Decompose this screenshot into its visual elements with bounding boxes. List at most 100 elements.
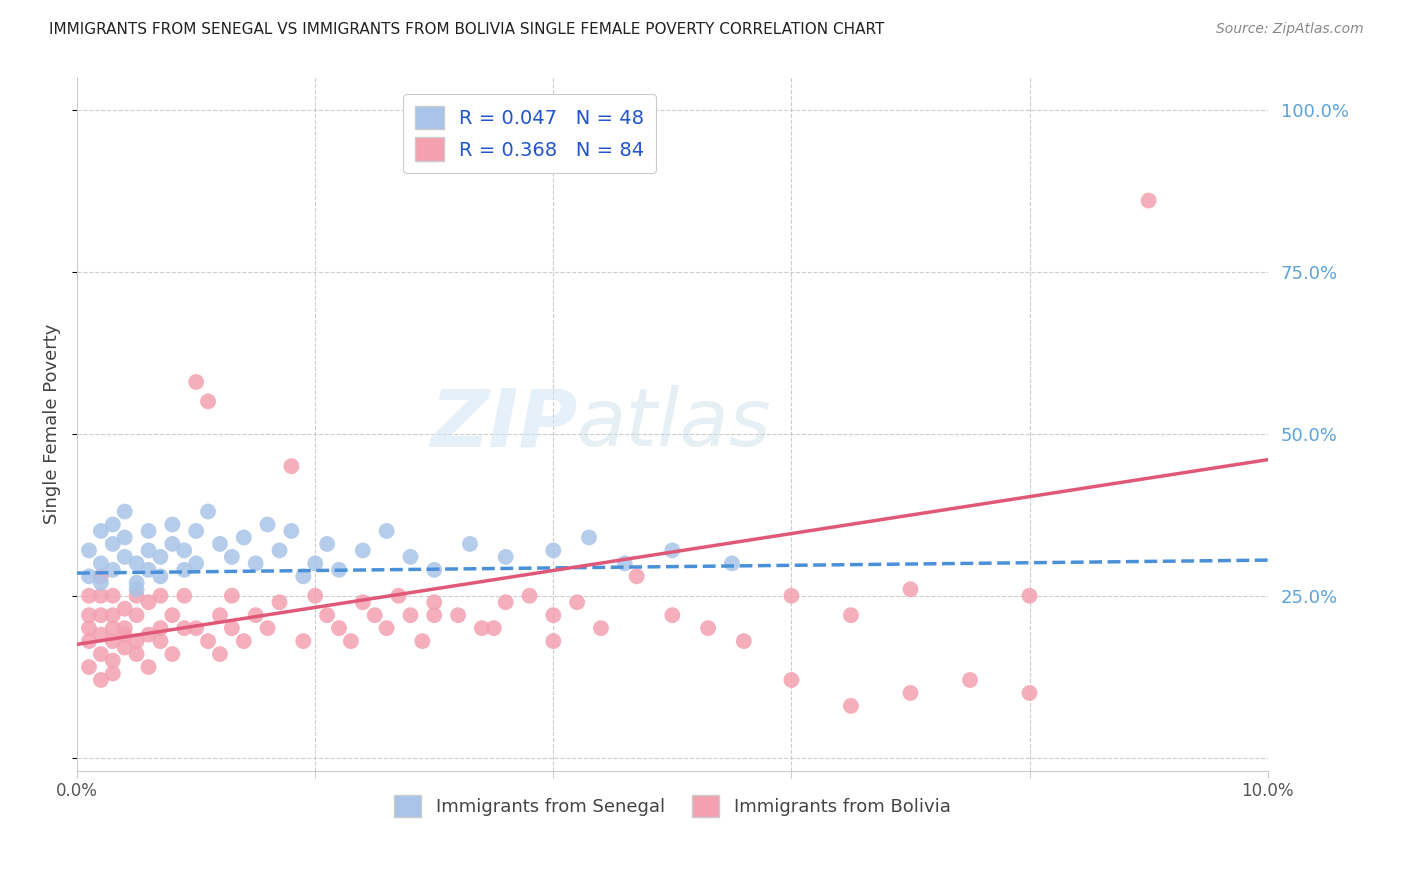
- Point: [101, 563, 124, 577]
- Text: Source: ZipAtlas.com: Source: ZipAtlas.com: [1216, 22, 1364, 37]
- Point: [114, 601, 136, 615]
- Point: [125, 582, 148, 597]
- Point: [721, 557, 744, 571]
- Point: [114, 531, 136, 545]
- Point: [77, 589, 100, 603]
- Point: [173, 621, 195, 635]
- Point: [138, 563, 160, 577]
- Point: [149, 589, 172, 603]
- Point: [565, 595, 588, 609]
- Point: [208, 608, 231, 623]
- Point: [125, 589, 148, 603]
- Point: [839, 608, 862, 623]
- Point: [578, 531, 600, 545]
- Point: [114, 549, 136, 564]
- Point: [364, 608, 387, 623]
- Point: [162, 647, 184, 661]
- Point: [208, 647, 231, 661]
- Text: IMMIGRANTS FROM SENEGAL VS IMMIGRANTS FROM BOLIVIA SINGLE FEMALE POVERTY CORRELA: IMMIGRANTS FROM SENEGAL VS IMMIGRANTS FR…: [49, 22, 884, 37]
- Point: [304, 589, 326, 603]
- Point: [292, 634, 315, 648]
- Point: [387, 589, 409, 603]
- Point: [340, 634, 363, 648]
- Point: [328, 621, 350, 635]
- Point: [77, 543, 100, 558]
- Point: [77, 660, 100, 674]
- Point: [90, 524, 112, 538]
- Point: [101, 666, 124, 681]
- Point: [269, 543, 291, 558]
- Point: [197, 394, 219, 409]
- Point: [114, 504, 136, 518]
- Point: [186, 375, 208, 389]
- Point: [328, 563, 350, 577]
- Point: [90, 557, 112, 571]
- Point: [458, 537, 481, 551]
- Point: [90, 647, 112, 661]
- Point: [90, 627, 112, 641]
- Point: [208, 537, 231, 551]
- Point: [733, 634, 755, 648]
- Point: [316, 608, 339, 623]
- Point: [495, 549, 517, 564]
- Point: [780, 589, 803, 603]
- Point: [125, 608, 148, 623]
- Point: [101, 608, 124, 623]
- Point: [149, 549, 172, 564]
- Point: [186, 621, 208, 635]
- Point: [471, 621, 494, 635]
- Point: [114, 621, 136, 635]
- Point: [661, 608, 683, 623]
- Point: [101, 634, 124, 648]
- Point: [114, 627, 136, 641]
- Point: [626, 569, 648, 583]
- Point: [256, 621, 278, 635]
- Point: [589, 621, 612, 635]
- Point: [280, 459, 302, 474]
- Point: [543, 634, 565, 648]
- Point: [839, 698, 862, 713]
- Point: [304, 557, 326, 571]
- Point: [423, 608, 446, 623]
- Legend: Immigrants from Senegal, Immigrants from Bolivia: Immigrants from Senegal, Immigrants from…: [387, 788, 957, 824]
- Point: [519, 589, 541, 603]
- Point: [316, 537, 339, 551]
- Point: [352, 595, 374, 609]
- Point: [125, 557, 148, 571]
- Point: [280, 524, 302, 538]
- Point: [186, 557, 208, 571]
- Point: [149, 569, 172, 583]
- Point: [447, 608, 470, 623]
- Point: [495, 595, 517, 609]
- Point: [221, 621, 243, 635]
- Point: [77, 608, 100, 623]
- Point: [232, 634, 254, 648]
- Point: [543, 608, 565, 623]
- Point: [138, 595, 160, 609]
- Text: ZIP: ZIP: [430, 385, 576, 463]
- Point: [375, 621, 398, 635]
- Point: [77, 569, 100, 583]
- Point: [101, 537, 124, 551]
- Point: [114, 640, 136, 655]
- Point: [173, 543, 195, 558]
- Point: [197, 504, 219, 518]
- Point: [375, 524, 398, 538]
- Point: [173, 589, 195, 603]
- Point: [1137, 194, 1160, 208]
- Point: [399, 549, 422, 564]
- Point: [90, 575, 112, 590]
- Point: [423, 595, 446, 609]
- Point: [661, 543, 683, 558]
- Point: [101, 517, 124, 532]
- Point: [90, 673, 112, 687]
- Point: [77, 621, 100, 635]
- Y-axis label: Single Female Poverty: Single Female Poverty: [44, 324, 60, 524]
- Point: [90, 569, 112, 583]
- Point: [697, 621, 720, 635]
- Point: [173, 563, 195, 577]
- Point: [138, 524, 160, 538]
- Text: atlas: atlas: [576, 385, 772, 463]
- Point: [162, 517, 184, 532]
- Point: [138, 660, 160, 674]
